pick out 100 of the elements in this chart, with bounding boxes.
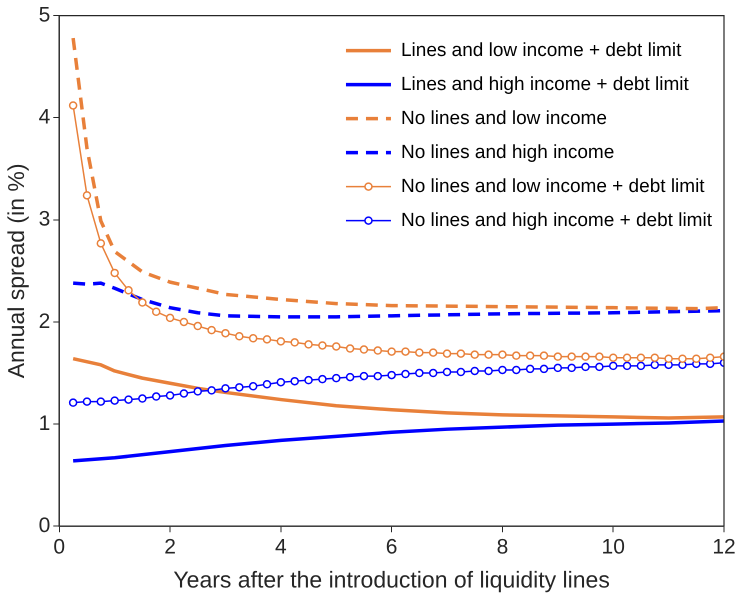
point [470, 350, 479, 359]
y-tick-label: 1 [38, 412, 50, 435]
point [595, 362, 604, 372]
point [207, 326, 216, 334]
point [374, 346, 382, 355]
point [166, 391, 174, 400]
point [360, 345, 368, 354]
point [636, 353, 646, 362]
point [374, 372, 382, 380]
point [567, 364, 576, 372]
point [415, 368, 424, 378]
point [96, 239, 106, 248]
point [304, 340, 313, 349]
point [138, 298, 147, 307]
point [180, 318, 188, 326]
point [664, 354, 673, 363]
point [262, 335, 272, 344]
point [456, 368, 466, 376]
point [346, 344, 354, 353]
y-axis-title: Annual spread (in %) [3, 164, 30, 378]
point [110, 396, 119, 405]
point [318, 374, 327, 384]
point [248, 382, 258, 391]
point [636, 362, 646, 370]
point [401, 347, 410, 356]
point [96, 397, 106, 406]
point [608, 362, 618, 370]
point [387, 347, 396, 356]
point [595, 352, 604, 361]
point [540, 364, 548, 374]
point [276, 337, 286, 346]
point [124, 395, 133, 404]
point [68, 101, 78, 110]
point [470, 366, 479, 376]
point [290, 376, 299, 386]
point [484, 366, 493, 376]
point [152, 392, 160, 401]
point [692, 354, 701, 363]
point [498, 350, 507, 359]
legend-label: Lines and low income + debt limit [400, 40, 682, 61]
y-tick-label: 0 [38, 514, 50, 537]
point [332, 342, 340, 351]
point [221, 384, 230, 393]
point [235, 332, 244, 341]
point [180, 389, 188, 398]
point [581, 352, 590, 361]
point [401, 370, 410, 378]
point [304, 376, 313, 384]
x-tick-label: 0 [53, 536, 66, 559]
point [442, 349, 452, 358]
point [554, 352, 562, 361]
point [540, 351, 548, 360]
point [678, 354, 687, 363]
point [207, 386, 216, 395]
y-tick-label: 2 [38, 310, 50, 333]
x-tick-label: 2 [164, 536, 176, 559]
point [456, 349, 466, 358]
point [581, 362, 590, 372]
y-tick-label: 3 [38, 208, 50, 231]
point [554, 364, 562, 372]
point [360, 372, 368, 380]
point [138, 394, 147, 403]
x-axis-title: Years after the introduction of liquidity lines [173, 566, 610, 593]
point [194, 387, 202, 396]
point [221, 328, 230, 338]
point [68, 398, 78, 407]
point [567, 352, 576, 361]
legend-label: No lines and low income + debt limit [400, 176, 706, 197]
x-tick-label: 12 [712, 536, 736, 559]
point [152, 308, 160, 316]
point [526, 351, 534, 360]
point [276, 378, 286, 386]
point [442, 368, 452, 376]
point [428, 348, 438, 357]
point [166, 314, 174, 322]
legend-label: No lines and high income + debt limit [400, 210, 713, 231]
point [706, 353, 714, 362]
x-tick-label: 8 [496, 536, 508, 559]
point [124, 286, 133, 295]
point [110, 268, 119, 278]
legend-label: No lines and low income [400, 108, 607, 129]
legend-label: Lines and high income + debt limit [400, 74, 690, 95]
point [498, 366, 507, 374]
point [484, 350, 493, 359]
point [622, 362, 632, 370]
point [526, 364, 534, 374]
point [608, 353, 618, 362]
point [332, 374, 340, 382]
x-tick-label: 4 [275, 536, 288, 559]
point [346, 372, 354, 382]
y-tick-label: 5 [38, 3, 50, 26]
point [650, 353, 660, 362]
point [262, 380, 272, 389]
point [512, 366, 521, 374]
point [415, 348, 424, 357]
point [194, 322, 202, 330]
point [235, 383, 244, 392]
y-tick-label: 4 [38, 106, 51, 129]
x-tick-label: 6 [386, 536, 398, 559]
point [428, 368, 438, 378]
